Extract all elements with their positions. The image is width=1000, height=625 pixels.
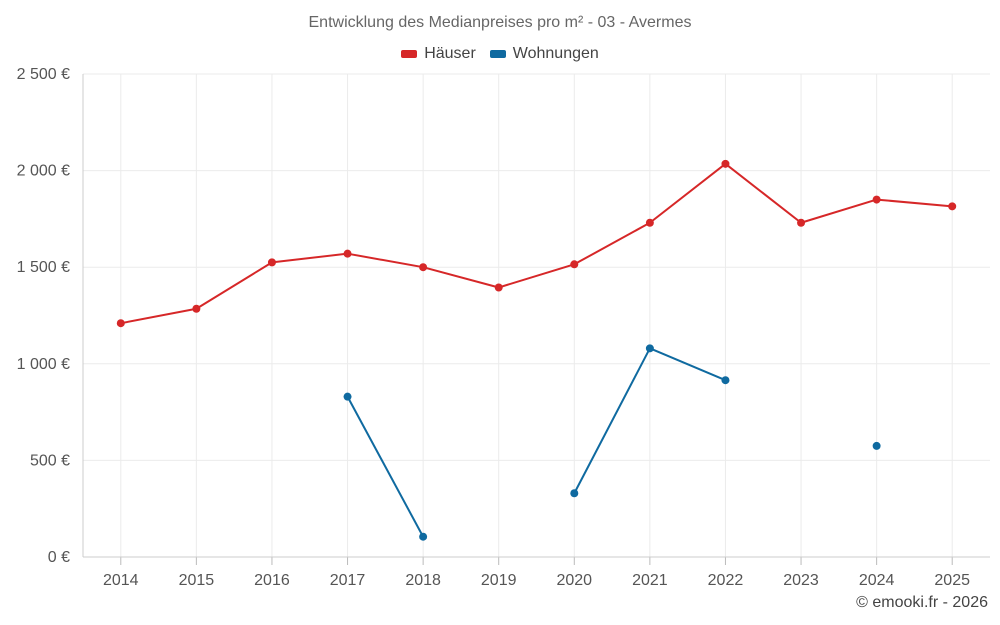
- data-point-haeuser-2021[interactable]: [645, 218, 654, 227]
- data-point-wohnungen-2017[interactable]: [343, 392, 352, 401]
- data-point-haeuser-2016[interactable]: [267, 258, 276, 267]
- chart-title: Entwicklung des Medianpreises pro m² - 0…: [308, 14, 692, 31]
- data-point-wohnungen-2022[interactable]: [721, 376, 730, 385]
- data-point-wohnungen-2024[interactable]: [872, 441, 881, 450]
- data-point-haeuser-2017[interactable]: [343, 249, 352, 258]
- data-point-haeuser-2014[interactable]: [116, 319, 125, 328]
- x-tick-label-2021: 2021: [632, 572, 668, 589]
- data-point-wohnungen-2020[interactable]: [570, 489, 579, 498]
- x-tick-label-2014: 2014: [103, 572, 139, 589]
- data-point-haeuser-2023[interactable]: [797, 218, 806, 227]
- x-tick-label-2016: 2016: [254, 572, 290, 589]
- data-point-haeuser-2024[interactable]: [872, 195, 881, 204]
- x-tick-label-2015: 2015: [179, 572, 215, 589]
- data-point-haeuser-2022[interactable]: [721, 159, 730, 168]
- y-tick-label-0: 0 €: [48, 549, 70, 566]
- x-tick-label-2022: 2022: [708, 572, 744, 589]
- x-tick-label-2019: 2019: [481, 572, 517, 589]
- data-point-wohnungen-2018[interactable]: [419, 532, 428, 541]
- series-line-wohnungen-0: [346, 396, 425, 538]
- data-point-haeuser-2015[interactable]: [192, 304, 201, 313]
- x-tick-label-2020: 2020: [556, 572, 592, 589]
- y-tick-label-1000: 1 000 €: [17, 356, 70, 373]
- legend-label-wohnungen: Wohnungen: [512, 45, 599, 62]
- legend-item-wohnungen[interactable]: Wohnungen: [489, 45, 599, 63]
- x-tick-label-2025: 2025: [934, 572, 970, 589]
- x-tick-label-2023: 2023: [783, 572, 819, 589]
- legend-swatch-haeuser: [401, 50, 418, 58]
- y-tick-label-2500: 2 500 €: [17, 66, 70, 83]
- data-point-wohnungen-2021[interactable]: [645, 344, 654, 353]
- x-tick-label-2024: 2024: [859, 572, 895, 589]
- data-point-haeuser-2025[interactable]: [948, 202, 957, 211]
- legend: Häuser Wohnungen: [0, 45, 1000, 63]
- data-point-haeuser-2019[interactable]: [494, 283, 503, 292]
- legend-swatch-wohnungen: [489, 50, 506, 58]
- legend-item-haeuser[interactable]: Häuser: [401, 45, 476, 63]
- y-tick-label-1500: 1 500 €: [17, 259, 70, 276]
- y-tick-label-500: 500 €: [30, 452, 70, 469]
- x-tick-label-2017: 2017: [330, 572, 366, 589]
- data-point-haeuser-2020[interactable]: [570, 260, 579, 269]
- credit-text: © emooki.fr - 2026: [856, 594, 988, 611]
- series-line-haeuser-0: [120, 162, 953, 325]
- legend-label-haeuser: Häuser: [424, 45, 476, 62]
- x-tick-label-2018: 2018: [405, 572, 441, 589]
- data-point-haeuser-2018[interactable]: [419, 263, 428, 272]
- y-tick-label-2000: 2 000 €: [17, 163, 70, 180]
